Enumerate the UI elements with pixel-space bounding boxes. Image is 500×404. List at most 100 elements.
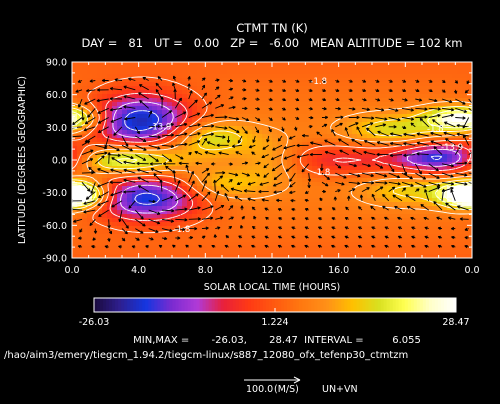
heatmap-cell	[72, 90, 78, 95]
heatmap-cell	[287, 202, 293, 207]
colorbar-segment	[136, 298, 140, 312]
heatmap-cell	[452, 130, 458, 135]
heatmap-cell	[107, 250, 113, 255]
heatmap-cell	[422, 246, 428, 251]
heatmap-cell	[272, 118, 278, 123]
colorbar-segment	[431, 298, 436, 312]
wind-vector	[352, 149, 363, 156]
heatmap-cell	[227, 134, 233, 139]
heatmap-cell	[107, 82, 113, 87]
heatmap-cell	[417, 66, 423, 71]
heatmap-cell	[102, 62, 108, 67]
heatmap-cell	[202, 146, 208, 151]
heatmap-cell	[122, 174, 128, 179]
wind-vector	[430, 131, 443, 137]
heatmap-cell	[157, 242, 163, 247]
heatmap-cell	[342, 66, 348, 71]
heatmap-cell	[277, 222, 283, 227]
heatmap-cell	[342, 194, 348, 199]
heatmap-cell	[247, 86, 253, 91]
heatmap-cell	[267, 158, 273, 163]
heatmap-cell	[97, 118, 103, 123]
heatmap-cell	[217, 90, 223, 95]
heatmap-cell	[77, 122, 83, 127]
heatmap-cell	[237, 198, 243, 203]
heatmap-cell	[247, 194, 253, 199]
heatmap-cell	[397, 98, 403, 103]
heatmap-cell	[297, 130, 303, 135]
heatmap-cell	[387, 174, 393, 179]
heatmap-cell	[237, 62, 243, 67]
heatmap-cell	[222, 210, 228, 215]
heatmap-cell	[427, 134, 433, 139]
heatmap-cell	[252, 158, 258, 163]
heatmap-cell	[422, 238, 428, 243]
heatmap-cell	[82, 190, 88, 195]
contour-label: -1.8	[174, 225, 191, 235]
heatmap-cell	[392, 186, 398, 191]
heatmap-cell	[97, 66, 103, 71]
heatmap-cell	[107, 162, 113, 167]
heatmap-cell	[167, 206, 173, 211]
heatmap-cell	[327, 130, 333, 135]
wind-vector	[276, 198, 283, 203]
heatmap-cell	[347, 102, 353, 107]
heatmap-cell	[292, 158, 298, 163]
heatmap-cell	[137, 150, 143, 155]
heatmap-cell	[222, 202, 228, 207]
heatmap-cell	[292, 86, 298, 91]
heatmap-cell	[212, 78, 218, 83]
contour-label: -1.8	[314, 168, 331, 178]
heatmap-cell	[347, 70, 353, 75]
heatmap-cell	[357, 238, 363, 243]
heatmap-cell	[312, 202, 318, 207]
heatmap-cell	[372, 98, 378, 103]
heatmap-cell	[357, 114, 363, 119]
heatmap-cell	[207, 126, 213, 131]
heatmap-cell	[277, 170, 283, 175]
heatmap-cell	[302, 218, 308, 223]
wind-vector	[281, 88, 287, 92]
heatmap-cell	[367, 70, 373, 75]
heatmap-cell	[82, 162, 88, 167]
heatmap-cell	[322, 178, 328, 183]
heatmap-cell	[217, 130, 223, 135]
heatmap-cell	[327, 78, 333, 83]
wind-vector	[240, 205, 244, 211]
wind-vector	[283, 144, 296, 150]
heatmap-cell	[317, 102, 323, 107]
wind-vector	[161, 110, 173, 118]
heatmap-cell	[382, 230, 388, 235]
heatmap-cell	[287, 94, 293, 99]
heatmap-cell	[187, 210, 193, 215]
heatmap-cell	[417, 206, 423, 211]
heatmap-cell	[312, 66, 318, 71]
wind-vector	[348, 188, 356, 193]
wind-vector	[401, 125, 407, 129]
heatmap-cell	[307, 138, 313, 143]
heatmap-cell	[442, 234, 448, 239]
heatmap-cell	[182, 214, 188, 219]
heatmap-cell	[432, 254, 438, 258]
heatmap-cell	[417, 190, 423, 195]
heatmap-cell	[77, 106, 83, 111]
heatmap-cell	[217, 86, 223, 91]
heatmap-cell	[162, 166, 168, 171]
heatmap-cell	[137, 238, 143, 243]
heatmap-cell	[312, 210, 318, 215]
heatmap-cell	[72, 150, 78, 155]
wind-vector	[388, 181, 401, 186]
heatmap-cell	[187, 250, 193, 255]
heatmap-cell	[167, 162, 173, 167]
wind-vector	[347, 195, 351, 201]
wind-vector	[83, 209, 96, 214]
heatmap-cell	[312, 166, 318, 171]
heatmap-cell	[287, 214, 293, 219]
heatmap-cell	[162, 222, 168, 227]
heatmap-cell	[397, 210, 403, 215]
heatmap-cell	[302, 210, 308, 215]
heatmap-cell	[147, 138, 153, 143]
heatmap-cell	[112, 130, 118, 135]
heatmap-cell	[182, 94, 188, 99]
wind-vector	[111, 157, 123, 165]
